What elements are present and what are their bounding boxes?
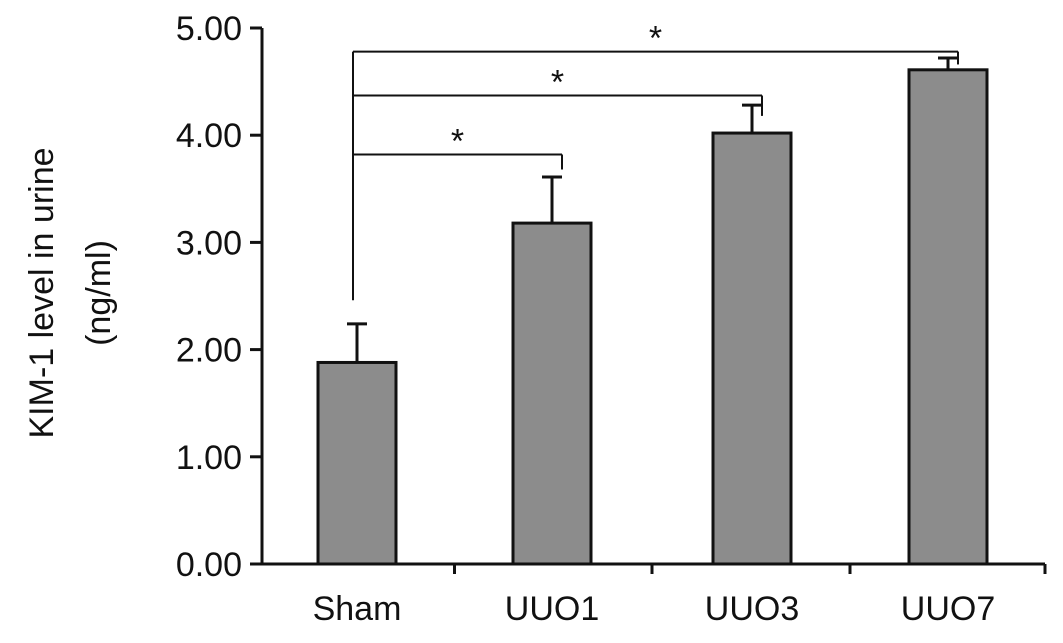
error-bars — [347, 56, 958, 363]
y-tick-label: 1.00 — [176, 439, 242, 477]
x-tick-label: UUO3 — [705, 590, 799, 628]
bar — [316, 360, 398, 566]
x-tick-label: Sham — [313, 590, 402, 628]
significance-star: * — [451, 122, 464, 160]
y-axis-title-line1: KIM-1 level in urine — [23, 147, 61, 438]
significance-brackets: * * * — [352, 20, 959, 301]
bar — [511, 221, 593, 566]
y-tick-label: 3.00 — [176, 224, 242, 262]
y-tick-label: 5.00 — [176, 10, 242, 48]
y-tick-label: 0.00 — [176, 546, 242, 584]
y-tick-label: 2.00 — [176, 332, 242, 370]
bars — [316, 68, 989, 566]
y-tick-label: 4.00 — [176, 117, 242, 155]
tick-labels: 0.00 1.00 2.00 3.00 4.00 5.00 Sham UUO1 UUO3 UUO7 — [176, 10, 995, 628]
significance-star: * — [551, 64, 564, 102]
y-axis-title: KIM-1 level in urine (ng/ml) — [23, 147, 118, 438]
x-tick-label: UUO1 — [505, 590, 599, 628]
significance-star: * — [649, 20, 662, 58]
bar — [907, 68, 989, 566]
y-axis-title-line2: (ng/ml) — [80, 240, 118, 346]
bar — [711, 131, 793, 566]
x-tick-label: UUO7 — [901, 590, 995, 628]
